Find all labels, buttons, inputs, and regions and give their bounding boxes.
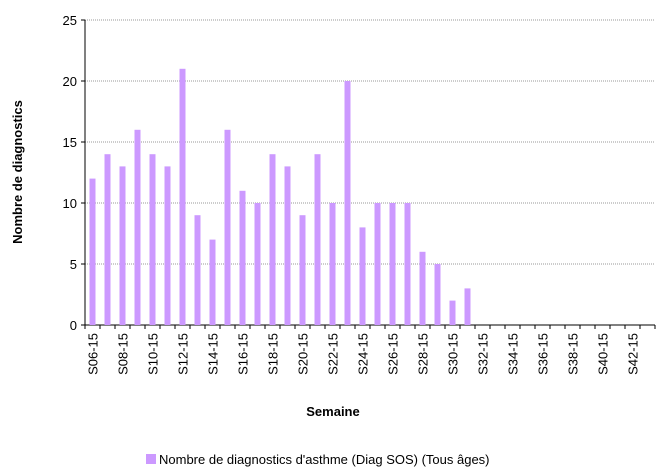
bar [299, 215, 306, 325]
bar [104, 154, 111, 325]
y-tick-label: 20 [63, 74, 77, 89]
bar [419, 251, 426, 325]
x-tick-label: S22-15 [326, 333, 341, 375]
bar [344, 81, 351, 325]
bar [374, 203, 381, 325]
bar [149, 154, 156, 325]
x-tick-label: S42-15 [626, 333, 641, 375]
y-tick-label: 5 [70, 257, 77, 272]
bar [179, 68, 186, 326]
x-tick-label: S06-15 [86, 333, 101, 375]
x-tick-label: S12-15 [176, 333, 191, 375]
y-tick-label: 15 [63, 135, 77, 150]
x-tick-label: S32-15 [476, 333, 491, 375]
x-tick-label: S18-15 [266, 333, 281, 375]
x-tick-label: S34-15 [506, 333, 521, 375]
y-tick-label: 25 [63, 13, 77, 28]
bar [389, 203, 396, 325]
bar [434, 264, 441, 325]
bar [224, 129, 231, 325]
bar [404, 203, 411, 325]
bar [329, 203, 336, 325]
x-tick-label: S26-15 [386, 333, 401, 375]
bar [314, 154, 321, 325]
x-tick-label: S14-15 [206, 333, 221, 375]
bar [239, 190, 246, 325]
legend-swatch [146, 454, 156, 464]
x-axis-title: Semaine [306, 404, 359, 419]
x-tick-label: S36-15 [536, 333, 551, 375]
bar [284, 166, 291, 325]
x-tick-label: S38-15 [566, 333, 581, 375]
bar [449, 300, 456, 325]
x-tick-label: S08-15 [116, 333, 131, 375]
x-tick-label: S28-15 [416, 333, 431, 375]
bar [119, 166, 126, 325]
bar [464, 288, 471, 325]
bar [134, 129, 141, 325]
x-tick-label: S24-15 [356, 333, 371, 375]
legend-label: Nombre de diagnostics d'asthme (Diag SOS… [159, 452, 490, 467]
bar [164, 166, 171, 325]
x-tick-label: S20-15 [296, 333, 311, 375]
x-tick-label: S40-15 [596, 333, 611, 375]
bar [194, 215, 201, 325]
y-tick-label: 10 [63, 196, 77, 211]
bar [209, 239, 216, 325]
bar [89, 178, 96, 325]
bar [254, 203, 261, 325]
x-tick-label: S16-15 [236, 333, 251, 375]
y-tick-label: 0 [70, 318, 77, 333]
bar [359, 227, 366, 325]
y-axis-title: Nombre de diagnostics [10, 100, 25, 244]
x-tick-label: S30-15 [446, 333, 461, 375]
x-tick-label: S10-15 [146, 333, 161, 375]
bar [269, 154, 276, 325]
